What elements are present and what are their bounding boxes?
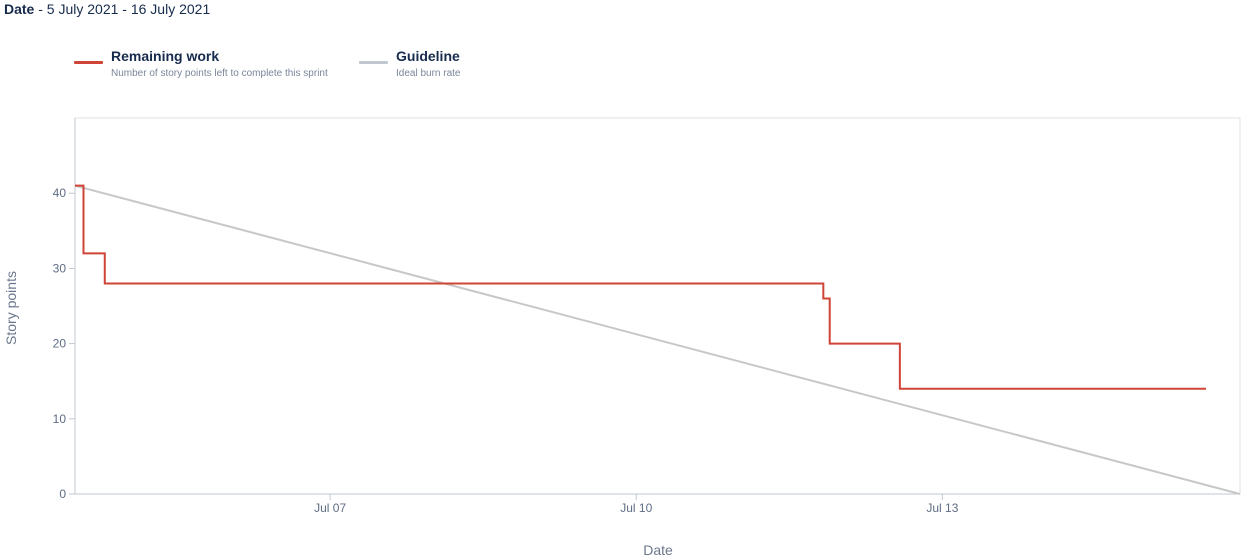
y-tick-label: 30 bbox=[53, 261, 67, 275]
x-tick-label: Jul 07 bbox=[314, 501, 346, 515]
date-range-header: Date - 5 July 2021 - 16 July 2021 bbox=[4, 1, 210, 17]
x-axis-title: Date bbox=[643, 542, 673, 558]
y-tick-label: 40 bbox=[53, 186, 67, 200]
x-tick-label: Jul 10 bbox=[620, 501, 652, 515]
legend-title-remaining-work: Remaining work bbox=[111, 48, 220, 64]
series-line-guideline bbox=[74, 184, 1241, 495]
legend-swatch-guideline bbox=[359, 61, 388, 64]
x-tick-label: Jul 13 bbox=[926, 501, 958, 515]
plot-frame bbox=[74, 117, 1241, 495]
x-axis-ticks: Jul 07 Jul 10 Jul 13 bbox=[314, 494, 959, 515]
legend-swatch-remaining-work bbox=[74, 61, 103, 64]
legend-item-guideline[interactable]: Guideline Ideal burn rate bbox=[359, 47, 461, 80]
y-axis-ticks: 0 10 20 30 40 bbox=[53, 186, 75, 501]
legend-title-guideline: Guideline bbox=[396, 48, 460, 64]
y-tick-label: 20 bbox=[53, 337, 67, 351]
y-axis-title: Story points bbox=[3, 271, 19, 345]
date-range-value: - 5 July 2021 - 16 July 2021 bbox=[34, 1, 211, 17]
chart-legend: Remaining work Number of story points le… bbox=[74, 47, 476, 80]
y-tick-label: 10 bbox=[53, 412, 67, 426]
y-tick-label: 0 bbox=[59, 487, 66, 501]
series-line-remaining-work bbox=[75, 184, 1206, 390]
date-range-label: Date bbox=[4, 1, 35, 17]
legend-desc-remaining-work: Number of story points left to complete … bbox=[111, 68, 328, 79]
legend-desc-guideline: Ideal burn rate bbox=[396, 68, 461, 79]
legend-item-remaining-work[interactable]: Remaining work Number of story points le… bbox=[74, 47, 344, 80]
